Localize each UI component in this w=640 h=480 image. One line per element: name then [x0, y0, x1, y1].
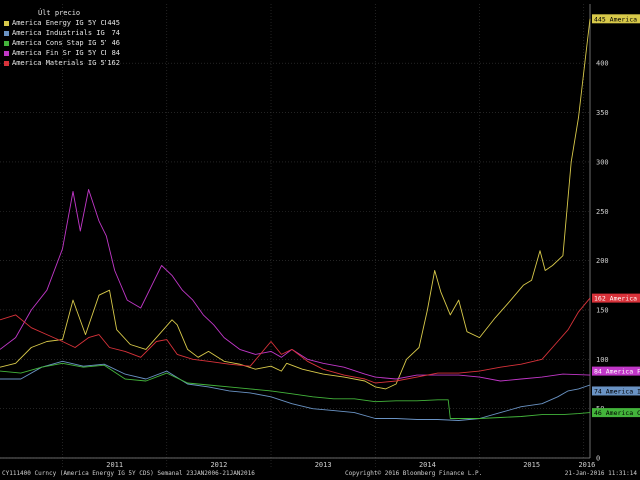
tag-label: 74 America I — [594, 387, 640, 395]
last-value-tag-3: 84 America F — [592, 366, 640, 376]
x-tick-label: 2015 — [523, 461, 540, 469]
last-value-tag-1: 74 America I — [592, 386, 640, 396]
legend-label: America Cons Stap IG 5Y — [12, 39, 106, 47]
last-value-tags: 445 America E 74 America I 46 America C 84 … — [592, 14, 640, 418]
y-axis: 050100150200250300350400 — [589, 4, 609, 463]
legend-swatch-cons-stap — [4, 40, 9, 46]
tag-box — [592, 408, 640, 418]
legend-swatch-materials — [4, 60, 9, 66]
legend-value: 46 — [111, 39, 120, 47]
y-tick-label: 350 — [596, 109, 609, 117]
series-line-0 — [0, 18, 591, 390]
legend-value: 74 — [111, 29, 120, 37]
legend-item: America Industrials IG 5 74 — [4, 28, 120, 38]
legend-swatch-industrials — [4, 30, 9, 36]
last-value-tag-2: 46 America C — [592, 408, 640, 418]
series-line-2 — [0, 362, 591, 419]
legend-label: America Industrials IG 5 — [12, 29, 106, 37]
y-tick-label: 100 — [596, 356, 609, 364]
last-value-tag-0: 445 America E — [592, 14, 640, 24]
footer-timestamp: 21-Jan-2016 11:31:14 — [564, 470, 637, 477]
y-tick-label: 150 — [596, 306, 609, 314]
x-tick-label: 2013 — [315, 461, 332, 469]
tag-box — [592, 293, 640, 303]
x-tick-label: 2016 — [578, 461, 595, 469]
legend-swatch-energy — [4, 20, 9, 26]
legend-value: 162 — [107, 59, 120, 67]
tag-label: 445 America E — [594, 15, 640, 23]
legend-title: Últ precio — [38, 9, 81, 17]
tag-label: 46 America C — [594, 409, 640, 417]
legend-label: America Energy IG 5Y CDS — [12, 19, 106, 27]
legend-label: America Fin Sr IG 5Y CDS — [12, 49, 106, 57]
footer-bar: CY111400 Curncy (America Energy IG 5Y CD… — [0, 468, 640, 480]
tag-box — [592, 386, 640, 396]
legend-item: America Fin Sr IG 5Y CDS 84 — [4, 48, 120, 58]
legend-value: 84 — [111, 49, 120, 57]
footer-copyright: Copyright© 2016 Bloomberg Finance L.P. — [345, 470, 483, 477]
last-value-tag-4: 162 America M — [592, 293, 640, 303]
y-tick-label: 300 — [596, 158, 609, 166]
grid-lines — [0, 4, 590, 468]
legend-item: America Energy IG 5Y CDS 445 — [4, 18, 120, 28]
series-line-3 — [0, 189, 591, 382]
legend-value: 445 — [107, 19, 120, 27]
x-tick-label: 2012 — [210, 461, 227, 469]
y-tick-label: 0 — [596, 455, 600, 463]
series-lines — [0, 18, 591, 421]
x-tick-label: 2014 — [419, 461, 436, 469]
legend-item: America Cons Stap IG 5Y 46 — [4, 38, 120, 48]
legend-label: America Materials IG 5Y — [12, 59, 106, 67]
tag-label: 162 America M — [594, 295, 640, 303]
y-tick-label: 400 — [596, 60, 609, 68]
y-tick-label: 200 — [596, 257, 609, 265]
series-line-4 — [0, 297, 591, 384]
legend-swatch-fin — [4, 50, 9, 56]
y-tick-label: 250 — [596, 208, 609, 216]
tag-box — [592, 366, 640, 376]
series-line-1 — [0, 360, 591, 421]
x-axis: 2011 2012 2013 2014 2015 2016 — [0, 457, 595, 469]
legend: Últ precio America Energy IG 5Y CDS 445 … — [4, 8, 120, 68]
tag-label: 84 America F — [594, 368, 640, 376]
tag-box — [592, 14, 640, 24]
legend-item: America Materials IG 5Y 162 — [4, 58, 120, 68]
x-tick-label: 2011 — [106, 461, 123, 469]
footer-source: CY111400 Curncy (America Energy IG 5Y CD… — [2, 470, 255, 477]
